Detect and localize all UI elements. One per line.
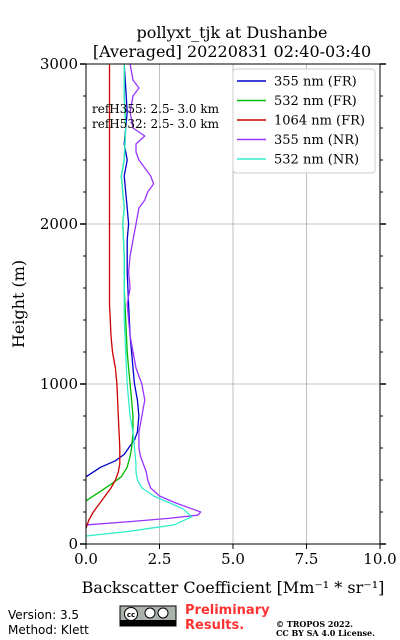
chart-title-line2: [Averaged] 20220831 02:40-03:40	[93, 42, 371, 61]
copyright-line1: © TROPOS 2022.	[276, 619, 353, 629]
series-lines	[85, 63, 202, 537]
x-tick-label: 5.0	[221, 550, 245, 568]
y-axis-label: Height (m)	[9, 260, 28, 348]
series-line-2	[85, 64, 121, 529]
y-tick-label: 2000	[40, 215, 78, 233]
ticks: 0.0 2.5 5.0 7.5 10.0 0 1000 2000 3000	[40, 55, 397, 568]
method-text: Method: Klett	[8, 623, 89, 637]
chart-title-line1: pollyxt_tjk at Dushanbe	[136, 23, 327, 42]
preliminary-line2: Results.	[185, 618, 244, 633]
legend-label: 532 nm (NR)	[274, 153, 359, 168]
cc-by-sa-badge: cc	[119, 605, 177, 627]
x-tick-label: 10.0	[363, 550, 396, 568]
legend-label: 532 nm (FR)	[274, 94, 357, 109]
legend-label: 1064 nm (FR)	[274, 114, 365, 129]
y-tick-label: 1000	[40, 375, 78, 393]
copyright-line2: CC BY SA 4.0 License.	[276, 628, 375, 638]
series-line-3	[87, 63, 202, 526]
annotation-refh355: refH355: 2.5- 3.0 km	[92, 102, 220, 116]
x-tick-label: 2.5	[148, 550, 172, 568]
x-axis-label: Backscatter Coefficient [Mm⁻¹ * sr⁻¹]	[82, 578, 385, 597]
version-text: Version: 3.5	[8, 608, 79, 622]
y-tick-label: 3000	[40, 55, 78, 73]
legend-label: 355 nm (NR)	[274, 133, 359, 148]
series-line-4	[85, 64, 193, 537]
x-tick-label: 0.0	[74, 550, 98, 568]
svg-text:cc: cc	[127, 611, 135, 619]
annotation-refh532: refH532: 2.5- 3.0 km	[92, 117, 220, 131]
legend-box	[232, 68, 376, 174]
legend-label: 355 nm (FR)	[274, 75, 357, 90]
preliminary-line1: Preliminary	[185, 603, 270, 618]
x-tick-label: 7.5	[295, 550, 319, 568]
legend: 355 nm (FR) 532 nm (FR) 1064 nm (FR) 355 nm…	[232, 68, 376, 174]
y-tick-label: 0	[68, 535, 78, 553]
